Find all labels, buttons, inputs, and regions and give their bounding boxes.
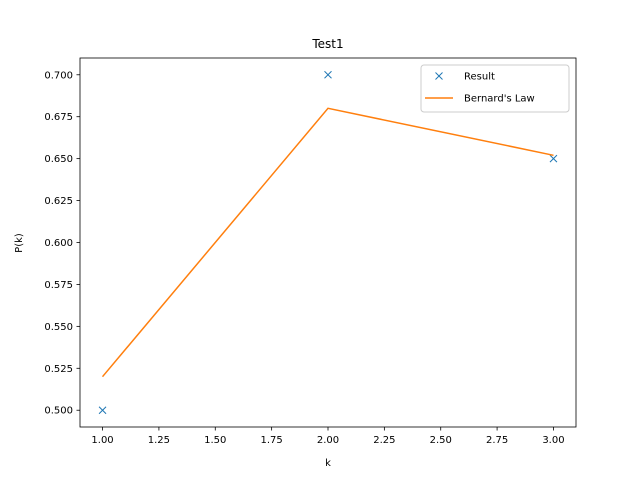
x-tick-label: 1.50	[204, 435, 226, 446]
x-axis: 1.00 1.25 1.50 1.75 2.00 2.25 2.50 2.75 3.00	[91, 427, 565, 446]
x-tick-label: 1.75	[261, 435, 283, 446]
x-tick-label: 2.75	[486, 435, 508, 446]
x-axis-label: k	[325, 458, 331, 469]
marker-stroke	[549, 154, 558, 163]
y-tick-label: 0.500	[44, 406, 73, 417]
legend-marker-swatch	[435, 72, 443, 80]
y-tick-label: 0.525	[44, 364, 73, 375]
marker-stroke	[324, 70, 332, 79]
y-axis-label: P(k)	[14, 233, 25, 253]
y-tick-label: 0.675	[44, 112, 73, 123]
legend-label: Bernard's Law	[464, 94, 535, 105]
data-point-0-2	[549, 154, 558, 163]
x-tick-label: 2.00	[317, 435, 339, 446]
marker-stroke	[435, 72, 443, 80]
y-tick-label: 0.625	[44, 196, 73, 207]
x-tick-label: 3.00	[542, 435, 564, 446]
chart-title: Test1	[311, 37, 343, 51]
data-point-0-0	[98, 406, 107, 415]
x-tick-label: 2.25	[373, 435, 395, 446]
y-tick-label: 0.575	[44, 280, 73, 291]
y-tick-label: 0.550	[44, 322, 73, 333]
series-line-1	[101, 107, 554, 378]
y-tick-label: 0.650	[44, 154, 73, 165]
x-tick-label: 1.25	[148, 435, 170, 446]
x-tick-label: 2.50	[430, 435, 452, 446]
x-tick-label: 1.00	[91, 435, 113, 446]
y-axis: 0.500 0.525 0.550 0.575 0.600 0.625 0.650 0.675…	[44, 70, 80, 417]
legend-box	[420, 64, 570, 113]
legend: Result Bernard's Law	[420, 64, 570, 113]
data-point-0-1	[324, 70, 332, 79]
y-tick-label: 0.600	[44, 238, 73, 249]
marker-stroke	[98, 406, 107, 415]
y-tick-label: 0.700	[44, 70, 73, 81]
legend-label: Result	[464, 72, 495, 83]
